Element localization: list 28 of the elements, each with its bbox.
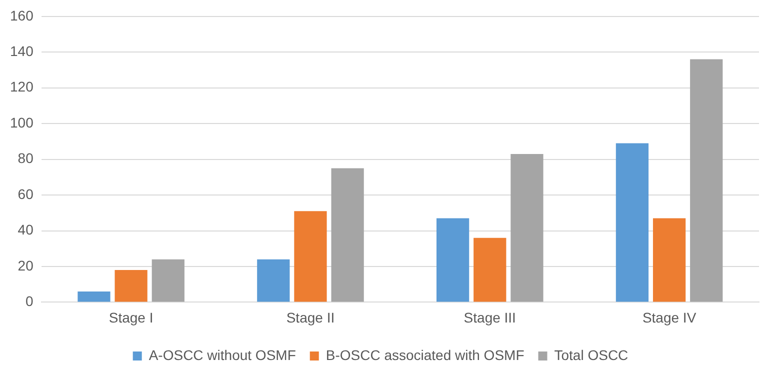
bar bbox=[78, 291, 110, 302]
legend-label: Total OSCC bbox=[554, 346, 628, 363]
y-tick-label: 80 bbox=[18, 150, 34, 166]
bar bbox=[616, 143, 649, 302]
y-tick-label: 100 bbox=[10, 114, 34, 130]
y-tick-label: 140 bbox=[10, 42, 34, 59]
y-tick-label: 20 bbox=[18, 257, 34, 274]
x-tick-label: Stage IV bbox=[642, 309, 697, 326]
bar bbox=[152, 259, 184, 302]
legend-label: A-OSCC without OSMF bbox=[148, 346, 296, 363]
x-tick-label: Stage III bbox=[464, 309, 516, 326]
bar bbox=[690, 59, 723, 302]
bar bbox=[331, 168, 364, 302]
bar bbox=[257, 259, 290, 302]
y-tick-label: 160 bbox=[10, 7, 34, 24]
bar bbox=[436, 218, 470, 302]
y-tick-label: 40 bbox=[18, 222, 34, 238]
y-tick-label: 0 bbox=[26, 293, 34, 310]
y-tick-label: 120 bbox=[10, 78, 34, 95]
bar bbox=[474, 238, 506, 302]
bar bbox=[114, 270, 148, 302]
x-tick-label: Stage II bbox=[286, 309, 335, 326]
bar bbox=[294, 211, 327, 302]
bar bbox=[510, 154, 544, 302]
bar bbox=[652, 218, 686, 302]
x-tick-label: Stage I bbox=[108, 309, 154, 326]
y-tick-label: 60 bbox=[18, 186, 34, 202]
legend-label: B-OSCC associated with OSMF bbox=[326, 346, 524, 363]
